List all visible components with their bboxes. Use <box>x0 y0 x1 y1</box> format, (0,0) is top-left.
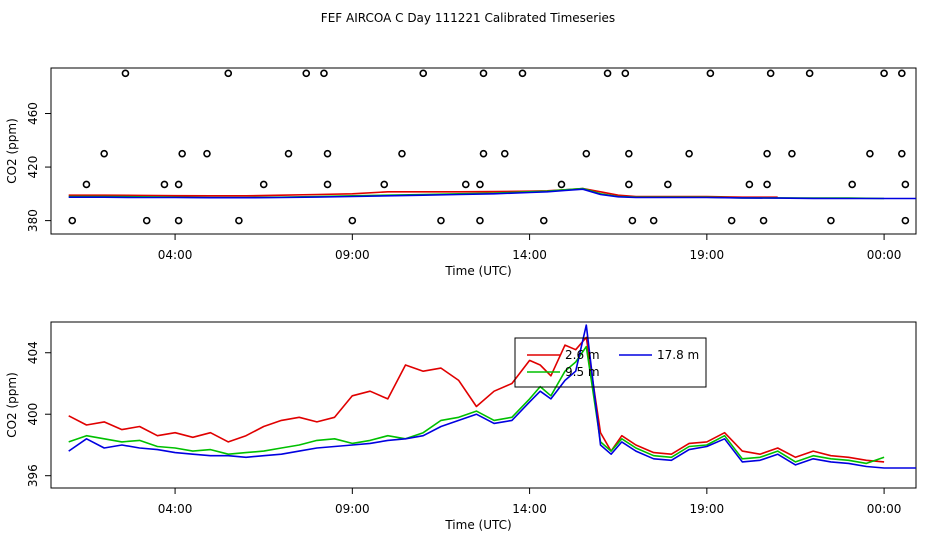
top-scatter-point <box>461 180 470 189</box>
top-scatter-point <box>582 149 591 158</box>
top-scatter-point <box>68 216 77 225</box>
top-scatter-point <box>745 180 754 189</box>
legend-box <box>514 337 707 388</box>
top-scatter-point <box>476 216 484 225</box>
bottom-y-axis-label: CO2 (ppm) <box>5 372 19 438</box>
top-panel: 04:00 09:00 14:00 19:00 00:00 380 420 460 Time (… <box>5 67 917 278</box>
top-scatter-point <box>100 149 108 158</box>
legend-label-red: 2.6 m <box>565 348 600 362</box>
bottom-x-tick-label: 14:00 <box>512 502 547 516</box>
top-scatter-point <box>419 69 428 78</box>
top-scatter-point <box>82 180 91 189</box>
bottom-series-blue-line <box>68 324 916 469</box>
top-x-tick-label: 19:00 <box>690 248 725 262</box>
top-y-tick-label: 420 <box>26 156 40 179</box>
top-scatter-point <box>805 69 814 78</box>
top-x-tick-label: 09:00 <box>335 248 370 262</box>
top-plot-frame <box>50 67 917 235</box>
bottom-y-tick-label: 404 <box>26 341 40 364</box>
top-x-tick-label: 14:00 <box>512 248 547 262</box>
top-scatter-point <box>178 149 186 158</box>
top-x-axis-label: Time (UTC) <box>444 264 511 278</box>
top-scatter-point <box>174 180 183 189</box>
top-scatter-point <box>901 216 910 225</box>
bottom-panel: 04:00 09:00 14:00 19:00 00:00 396 400 404 Time (… <box>5 321 917 532</box>
top-scatter-point <box>901 180 910 189</box>
top-scatter-point <box>788 149 796 158</box>
bottom-x-axis-label: Time (UTC) <box>444 518 511 532</box>
top-scatter-point <box>323 149 332 158</box>
top-scatter-point <box>621 69 630 78</box>
top-scatter-point <box>848 180 856 189</box>
top-scatter-point <box>625 180 633 189</box>
top-scatter-point <box>380 180 389 189</box>
top-scatter-point <box>284 149 293 158</box>
legend-label-green: 9.5 m <box>565 365 600 379</box>
top-scatter-point <box>479 69 488 78</box>
top-scatter-point <box>142 216 151 225</box>
bottom-y-tick-label: 396 <box>26 464 40 487</box>
top-scatter-point <box>898 69 906 78</box>
top-scatter-point <box>518 69 527 78</box>
top-scatter-point <box>625 149 633 158</box>
top-scatter-point <box>348 216 357 225</box>
top-scatter-point <box>174 216 183 225</box>
top-scatter-point <box>759 216 768 225</box>
top-scatter-point <box>500 149 509 158</box>
bottom-y-tick-label: 400 <box>26 403 40 426</box>
top-scatter-point <box>766 69 775 78</box>
top-scatter-point <box>479 149 488 158</box>
top-scatter-point <box>649 216 658 225</box>
top-scatter-point <box>476 180 484 189</box>
top-scatter-point <box>706 69 715 78</box>
top-scatter-point <box>763 149 771 158</box>
top-scatter-point <box>866 149 874 158</box>
figure-title: FEF AIRCOA C Day 111221 Calibrated Times… <box>321 11 615 25</box>
top-scatter-point <box>557 180 566 189</box>
top-x-tick-label: 00:00 <box>867 248 902 262</box>
top-y-axis-label: CO2 (ppm) <box>5 118 19 184</box>
top-scatter-point <box>664 180 672 189</box>
bottom-x-tick-label: 09:00 <box>335 502 370 516</box>
top-y-tick-label: 380 <box>26 209 40 232</box>
top-scatter-point <box>160 180 169 189</box>
top-scatter-point <box>880 69 888 78</box>
top-scatter-point <box>224 69 233 78</box>
top-series-blue-line <box>68 188 916 200</box>
bottom-x-tick-label: 00:00 <box>867 502 902 516</box>
top-scatter-point <box>603 69 612 78</box>
top-scatter-point <box>437 216 445 225</box>
top-scatter-point <box>685 149 693 158</box>
top-x-tick-label: 04:00 <box>158 248 193 262</box>
top-scatter-point <box>827 216 835 225</box>
top-scatter-point <box>259 180 268 189</box>
bottom-series-red-line <box>68 336 885 463</box>
legend-label-blue: 17.8 m <box>657 348 699 362</box>
top-scatter-point <box>320 69 328 78</box>
top-scatter-point <box>628 216 637 225</box>
top-scatter-point <box>302 69 311 78</box>
bottom-x-tick-label: 19:00 <box>690 502 725 516</box>
top-y-tick-label: 460 <box>26 102 40 125</box>
top-scatter-point <box>727 216 736 225</box>
top-scatter-point <box>763 180 771 189</box>
top-scatter-point <box>323 180 332 189</box>
top-scatter-point <box>121 69 130 78</box>
top-scatter-point <box>398 149 406 158</box>
top-scatter-point <box>203 149 211 158</box>
bottom-series-green-line <box>68 345 885 465</box>
bottom-plot-frame <box>50 321 917 489</box>
top-scatter-point <box>235 216 243 225</box>
top-scatter-point <box>898 149 906 158</box>
top-scatter-point <box>539 216 548 225</box>
bottom-x-tick-label: 04:00 <box>158 502 193 516</box>
